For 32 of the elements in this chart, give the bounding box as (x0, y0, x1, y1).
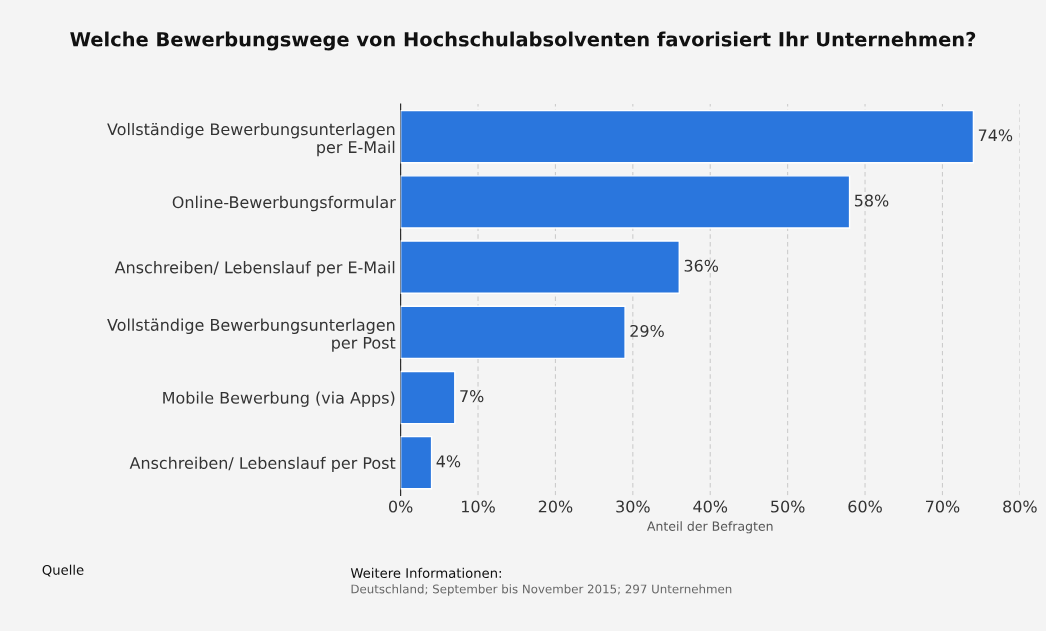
x-tick-label: 70% (926, 500, 960, 513)
x-tick-label: 50% (771, 500, 805, 513)
x-tick-label: 10% (462, 500, 495, 513)
bar (400, 109, 975, 164)
y-tick-label: Online-Bewerbungsformular (172, 195, 396, 212)
bar (400, 240, 680, 294)
text: Quelle (42, 564, 84, 577)
y-tick-label: Vollständige Bewerbungsunterlagen per Post (107, 318, 396, 352)
x-tick-label: 80% (1003, 500, 1037, 513)
bar (400, 305, 626, 360)
text: Deutschland; September bis November 2015; 297 Unternehmen (351, 584, 732, 596)
text: Weitere Informationen: (350, 567, 501, 579)
y-tick-label: Anschreiben/ Lebenslauf per Post (129, 456, 396, 473)
bar (400, 175, 851, 229)
bar (400, 370, 456, 425)
y-tick-label: Anschreiben/ Lebenslauf per E-Mail (114, 261, 395, 277)
data-label: 36% (684, 259, 719, 272)
x-tick-label: 20% (538, 500, 573, 513)
data-label: 7% (460, 390, 484, 403)
y-tick-label: Mobile Bewerbung (via Apps) (163, 391, 395, 407)
data-label: 29% (630, 324, 664, 337)
x-tick-label: 0% (389, 500, 413, 513)
x-axis-title: Anteil der Befragten (647, 521, 773, 534)
x-tick-label: 30% (616, 500, 650, 513)
x-tick-label: 40% (693, 500, 728, 513)
chart-title: Welche Bewerbungswege von Hochschulabsolventen favorisiert Ihr Unternehmen? (70, 31, 976, 51)
data-label: 74% (978, 129, 1013, 142)
x-tick-label: 60% (848, 500, 882, 513)
bar (400, 435, 433, 490)
data-label: 4% (436, 455, 461, 468)
y-tick-label: Vollständige Bewerbungsunterlagen per E-Mail (107, 122, 395, 157)
data-label: 58% (854, 194, 889, 207)
